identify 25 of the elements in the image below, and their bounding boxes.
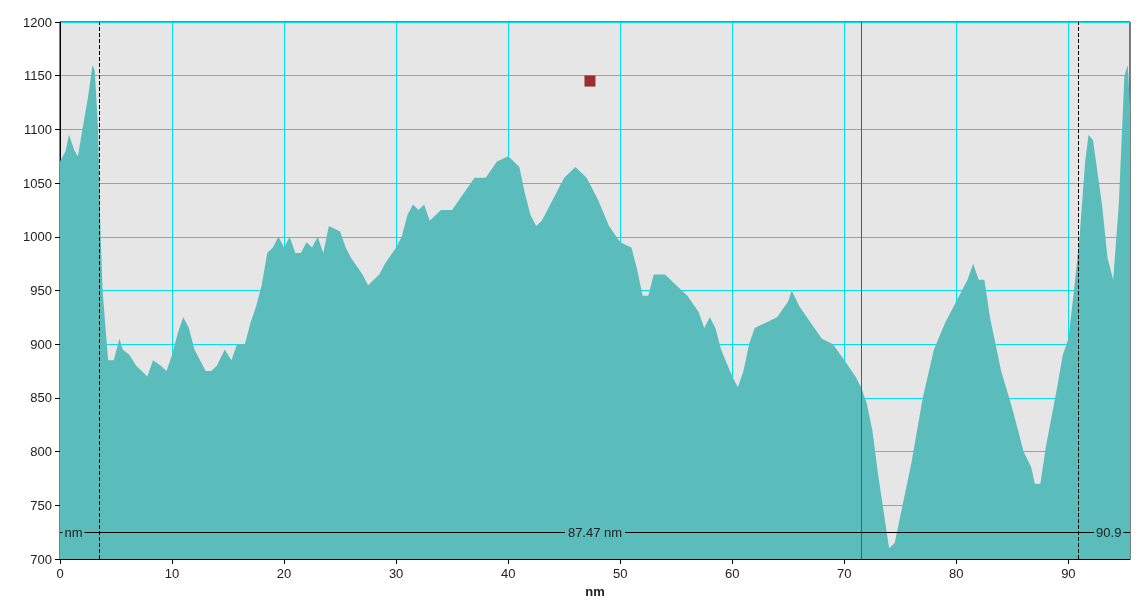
annotation: nm: [64, 524, 83, 540]
x-tick-label: 60: [725, 566, 740, 581]
y-tick-label: 700: [30, 551, 52, 567]
y-tick-label: 750: [30, 497, 52, 513]
x-tick-label: 50: [612, 566, 628, 581]
y-tick-label: 1050: [23, 175, 52, 191]
y-tick-label: 900: [30, 336, 52, 352]
x-tick-label: 20: [276, 566, 292, 581]
x-tick-label: 30: [388, 566, 404, 581]
y-tick-label: 950: [30, 283, 52, 298]
x-tick-label: 40: [500, 566, 516, 581]
x-tick-label: 70: [837, 566, 852, 581]
y-tick-label: 800: [30, 444, 52, 460]
x-tick-label: 90: [1061, 566, 1076, 581]
annotation: 90.9: [1096, 524, 1122, 540]
ref-line-label: 87.47 nm: [567, 525, 623, 541]
x-axis-title: nm: [585, 584, 605, 599]
y-tick-label: 850: [30, 390, 52, 406]
x-tick-label: 80: [949, 566, 964, 581]
y-tick-label: 1000: [23, 229, 52, 245]
x-tick-label: 10: [164, 566, 180, 581]
y-tick-label: 1200: [23, 14, 52, 30]
x-tick-label: 0: [56, 566, 64, 581]
y-tick-label: 1100: [24, 121, 52, 137]
y-tick-label: 1150: [24, 68, 52, 84]
